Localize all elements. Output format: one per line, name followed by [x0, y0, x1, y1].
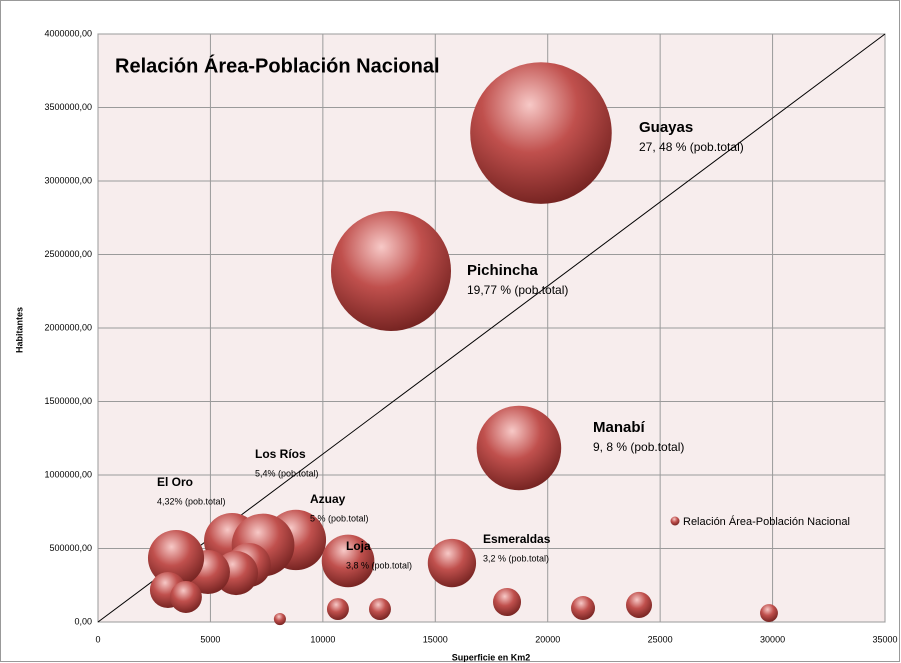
bubble [476, 405, 562, 491]
x-tick-label: 10000 [310, 634, 335, 644]
bubble [147, 529, 205, 587]
annotation-text: 19,77 % (pob.total) [467, 283, 568, 297]
y-tick-label: 0,00 [74, 616, 92, 626]
annotation-text: 5,4% (pob.total) [255, 468, 319, 478]
chart-title: Relación Área-Población Nacional [115, 54, 440, 77]
x-tick-label: 5000 [200, 634, 220, 644]
x-tick-label: 0 [95, 634, 100, 644]
annotation-label: Azuay [310, 492, 346, 506]
x-tick-label: 20000 [535, 634, 560, 644]
bubble [760, 604, 778, 622]
annotation-text: 3,8 % (pob.total) [346, 560, 412, 570]
bubble [492, 587, 522, 617]
bubble [369, 598, 391, 621]
y-tick-label: 500000,00 [49, 543, 92, 553]
annotation-text: 4,32% (pob.total) [157, 496, 226, 506]
bubble [326, 598, 349, 621]
y-axis-label: Habitantes [14, 307, 24, 353]
y-tick-label: 2000000,00 [44, 322, 92, 332]
y-tick-label: 1500000,00 [44, 396, 92, 406]
bubble [571, 596, 596, 621]
bubble [625, 591, 653, 618]
x-tick-label: 25000 [648, 634, 673, 644]
x-tick-label: 30000 [760, 634, 785, 644]
annotation-label: Los Ríos [255, 447, 306, 461]
annotation-label: El Oro [157, 475, 193, 489]
legend-marker [670, 516, 680, 526]
bubble [273, 613, 286, 626]
y-tick-label: 1000000,00 [44, 469, 92, 479]
x-tick-label: 35000 [872, 634, 897, 644]
annotation-label: Manabí [593, 419, 646, 436]
y-tick-label: 4000000,00 [44, 28, 92, 38]
annotation-label: Guayas [639, 119, 693, 136]
legend-label: Relación Área-Población Nacional [683, 515, 850, 528]
annotation-text: 27, 48 % (pob.total) [639, 140, 744, 154]
bubble [321, 534, 375, 588]
y-tick-label: 3500000,00 [44, 102, 92, 112]
bubble [470, 62, 612, 204]
bubble [427, 538, 477, 588]
x-axis-label: Superficie en Km2 [452, 652, 531, 662]
annotation-label: Esmeraldas [483, 532, 551, 546]
annotation-text: 3,2 % (pob.total) [483, 553, 549, 563]
x-tick-label: 15000 [423, 634, 448, 644]
annotation-text: 5 % (pob.total) [310, 513, 369, 523]
bubble [169, 581, 202, 613]
bubble [330, 210, 452, 331]
annotation-label: Pichincha [467, 262, 539, 279]
y-tick-label: 2500000,00 [44, 249, 92, 259]
y-tick-label: 3000000,00 [44, 175, 92, 185]
annotation-text: 9, 8 % (pob.total) [593, 440, 684, 454]
annotation-label: Loja [346, 539, 371, 553]
